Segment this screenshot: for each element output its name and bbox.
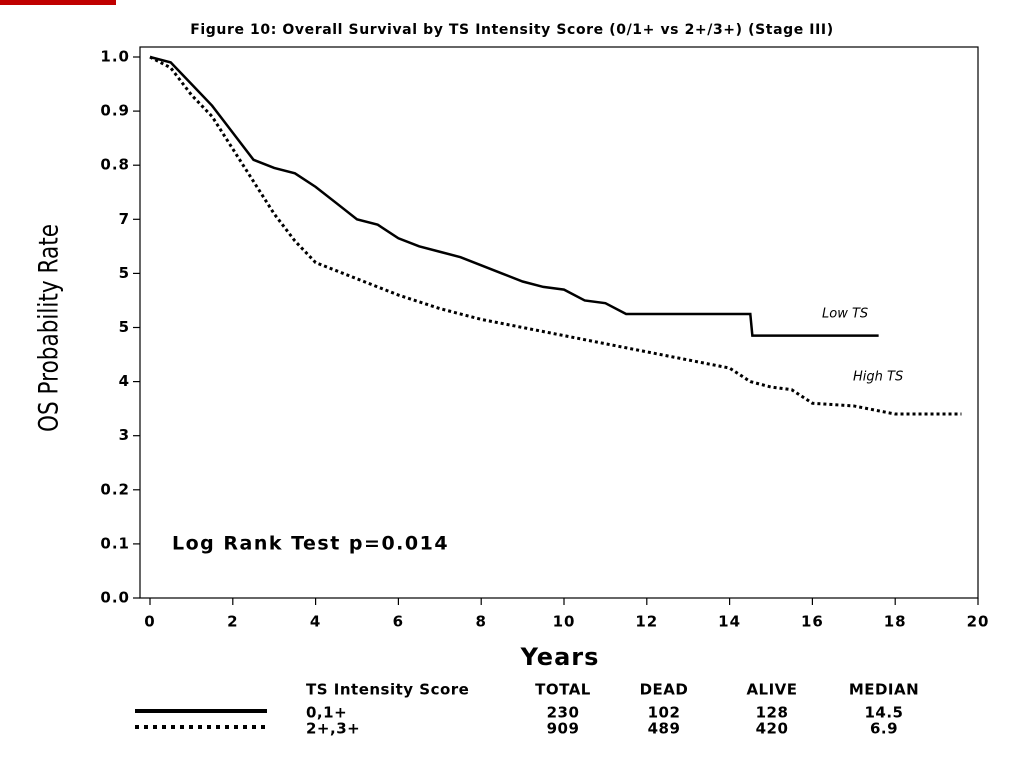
y-tick-label: 0.1 <box>100 534 130 552</box>
table-cell: 230 <box>547 704 580 722</box>
x-tick-label: 0 <box>144 613 155 631</box>
x-tick-label: 10 <box>553 613 576 631</box>
y-tick-label: 7 <box>119 210 130 228</box>
table-header: MEDIAN <box>849 681 919 699</box>
legend-table: TS Intensity Score TOTAL DEAD ALIVE MEDI… <box>135 681 919 738</box>
table-cell: 0,1+ <box>306 704 347 722</box>
survival-curve <box>149 55 962 416</box>
x-tick-label: 14 <box>718 613 741 631</box>
y-tick-label: 0.0 <box>100 589 130 607</box>
table-header: DEAD <box>640 681 689 699</box>
x-tick-label: 8 <box>475 613 486 631</box>
table-cell: 14.5 <box>864 704 903 722</box>
table-cell: 102 <box>648 704 681 722</box>
x-axis-label: Years <box>520 643 600 671</box>
y-tick-label: 0.8 <box>100 156 130 174</box>
table-cell: 128 <box>756 704 789 722</box>
y-tick-label: 5 <box>119 264 130 282</box>
table-header: TOTAL <box>535 681 591 699</box>
y-axis-label: OS Probability Rate <box>32 224 64 432</box>
y-tick-label: 4 <box>119 372 130 390</box>
x-tick-label: 20 <box>967 613 990 631</box>
x-tick-label: 2 <box>227 613 238 631</box>
x-tick-label: 4 <box>310 613 321 631</box>
x-tick-label: 16 <box>801 613 824 631</box>
y-tick-label: 1.0 <box>100 48 130 66</box>
chart-title: Figure 10: Overall Survival by TS Intens… <box>190 22 834 38</box>
header-bar <box>0 0 116 5</box>
table-cell: 420 <box>756 720 789 738</box>
x-tick-label: 18 <box>884 613 907 631</box>
table-cell: 489 <box>648 720 681 738</box>
annotation: Log Rank Test p=0.014 <box>172 533 449 555</box>
table-cell: 909 <box>547 720 580 738</box>
table-cell: 6.9 <box>870 720 898 738</box>
table-header: TS Intensity Score <box>306 681 469 699</box>
survival-curve <box>149 55 879 337</box>
x-tick-label: 12 <box>635 613 658 631</box>
table-cell: 2+,3+ <box>306 720 360 738</box>
x-tick-label: 6 <box>393 613 404 631</box>
y-tick-label: 0.9 <box>100 102 130 120</box>
series-label: High TS <box>853 370 903 385</box>
plot-frame <box>139 46 979 599</box>
table-header: ALIVE <box>746 681 797 699</box>
y-tick-label: 0.2 <box>100 480 130 498</box>
series-label: Low TS <box>822 307 868 322</box>
y-tick-label: 3 <box>119 426 130 444</box>
y-tick-label: 5 <box>119 318 130 336</box>
